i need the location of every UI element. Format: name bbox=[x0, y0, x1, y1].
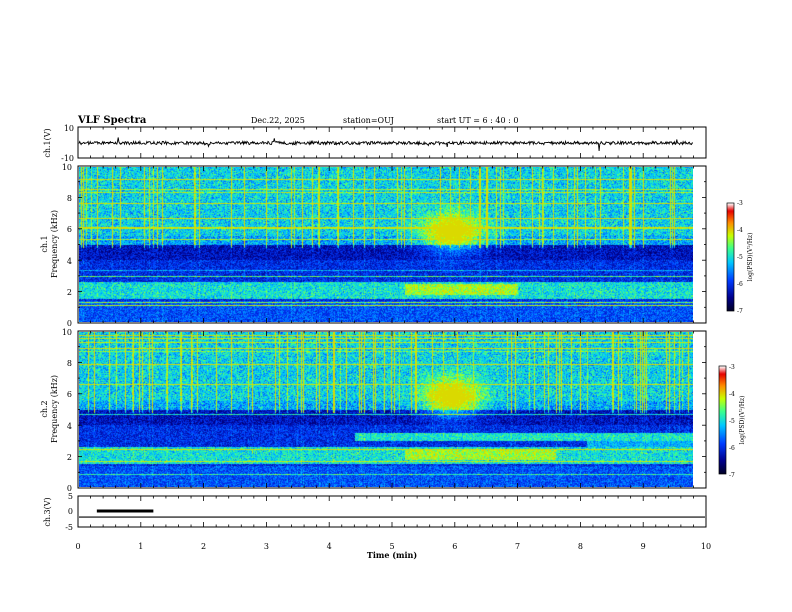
xtick-label-8: 8 bbox=[578, 542, 583, 551]
ch2-ytick-8: 8 bbox=[67, 359, 72, 368]
axis-ticks bbox=[77, 127, 707, 527]
ch1-ytick-4: 4 bbox=[67, 257, 72, 266]
ch1-cbar-tick-4: -7 bbox=[737, 308, 743, 315]
ch3-ytick-mid: 0 bbox=[68, 507, 73, 516]
ch3-signal-panel: 5 0 -5 ch.3(V) bbox=[43, 492, 707, 532]
xtick-label-6: 6 bbox=[452, 542, 457, 551]
ch2-ytick-6: 6 bbox=[67, 390, 72, 399]
header-date: Dec.22, 2025 bbox=[251, 116, 305, 125]
ch1-colorbar bbox=[727, 203, 734, 311]
ch2-ytick-0: 0 bbox=[67, 484, 72, 493]
ch1-cbar-tick-0: -3 bbox=[737, 200, 743, 207]
ch2-cbar-tick-1: -4 bbox=[729, 391, 735, 398]
xtick-label-1: 1 bbox=[138, 542, 143, 551]
ch1-ytick-0: 0 bbox=[67, 319, 72, 328]
x-axis-label: Time (min) bbox=[367, 550, 417, 560]
xtick-label-5: 5 bbox=[389, 542, 394, 551]
ch1-colorbar-label: log(PSD)(V²/Hz) bbox=[747, 233, 754, 282]
ch2-spectrogram-panel: 0 2 4 6 8 10 ch.2 Frequency (kHz) -3 -4 … bbox=[40, 328, 746, 493]
ch1-colorbar-frame bbox=[726, 202, 735, 312]
ch1-ytick-top: 10 bbox=[64, 124, 74, 133]
ch2-ylabel-channel: ch.2 bbox=[40, 400, 49, 417]
xtick-label-2: 2 bbox=[201, 542, 206, 551]
ch1-ytick-bottom: -10 bbox=[61, 154, 74, 163]
ch1-waveform-ylabel: ch.1(V) bbox=[43, 128, 52, 157]
ch2-colorbar bbox=[719, 366, 726, 474]
ch1-ylabel-frequency: Frequency (kHz) bbox=[50, 210, 59, 278]
ch2-colorbar-frame bbox=[718, 365, 727, 475]
ch2-cbar-tick-2: -5 bbox=[729, 418, 735, 425]
ch1-ytick-6: 6 bbox=[67, 225, 72, 234]
ch2-ytick-2: 2 bbox=[67, 453, 72, 462]
xtick-label-4: 4 bbox=[327, 542, 332, 551]
ch2-ytick-10: 10 bbox=[62, 328, 72, 337]
xtick-label-0: 0 bbox=[75, 542, 80, 551]
ch1-ytick-2: 2 bbox=[67, 288, 72, 297]
ch2-spectrogram-image bbox=[79, 332, 693, 487]
figure-title: VLF Spectra bbox=[77, 115, 147, 126]
ch3-ytick-bottom: -5 bbox=[65, 523, 73, 532]
ch3-signal-frame bbox=[77, 495, 707, 528]
ch1-waveform-trace bbox=[78, 137, 693, 152]
ch2-colorbar-label: log(PSD)(V²/Hz) bbox=[739, 396, 746, 445]
ch2-ylabel-frequency: Frequency (kHz) bbox=[50, 375, 59, 443]
xtick-label-10: 10 bbox=[701, 542, 711, 551]
ch1-spectrogram-image bbox=[79, 167, 693, 322]
ch1-cbar-tick-2: -5 bbox=[737, 254, 743, 261]
header-start-time: start UT = 6 : 40 : 0 bbox=[437, 116, 518, 125]
ch2-ytick-4: 4 bbox=[67, 422, 72, 431]
ch1-ytick-8: 8 bbox=[67, 194, 72, 203]
ch1-ytick-10: 10 bbox=[62, 163, 72, 172]
xtick-label-7: 7 bbox=[515, 542, 520, 551]
ch1-cbar-tick-3: -6 bbox=[737, 281, 743, 288]
ch2-cbar-tick-0: -3 bbox=[729, 364, 735, 371]
x-axis: 0 1 2 3 4 5 6 7 8 9 10 Time (min) bbox=[75, 542, 711, 560]
ch1-spectrogram-panel: 0 2 4 6 8 10 ch.1 Frequency (kHz) -3 -4 … bbox=[40, 163, 754, 328]
ch1-waveform-panel: 10 -10 ch.1(V) bbox=[43, 124, 707, 163]
ch2-cbar-tick-3: -6 bbox=[729, 445, 735, 452]
ch3-ytick-top: 5 bbox=[68, 492, 73, 501]
header-station: station=OUJ bbox=[343, 116, 394, 125]
ch3-signal-ylabel: ch.3(V) bbox=[43, 497, 52, 526]
xtick-label-3: 3 bbox=[264, 542, 269, 551]
ch1-cbar-tick-1: -4 bbox=[737, 227, 743, 234]
ch2-cbar-tick-4: -7 bbox=[729, 472, 735, 479]
ch1-ylabel-channel: ch.1 bbox=[40, 235, 49, 252]
xtick-label-9: 9 bbox=[641, 542, 646, 551]
